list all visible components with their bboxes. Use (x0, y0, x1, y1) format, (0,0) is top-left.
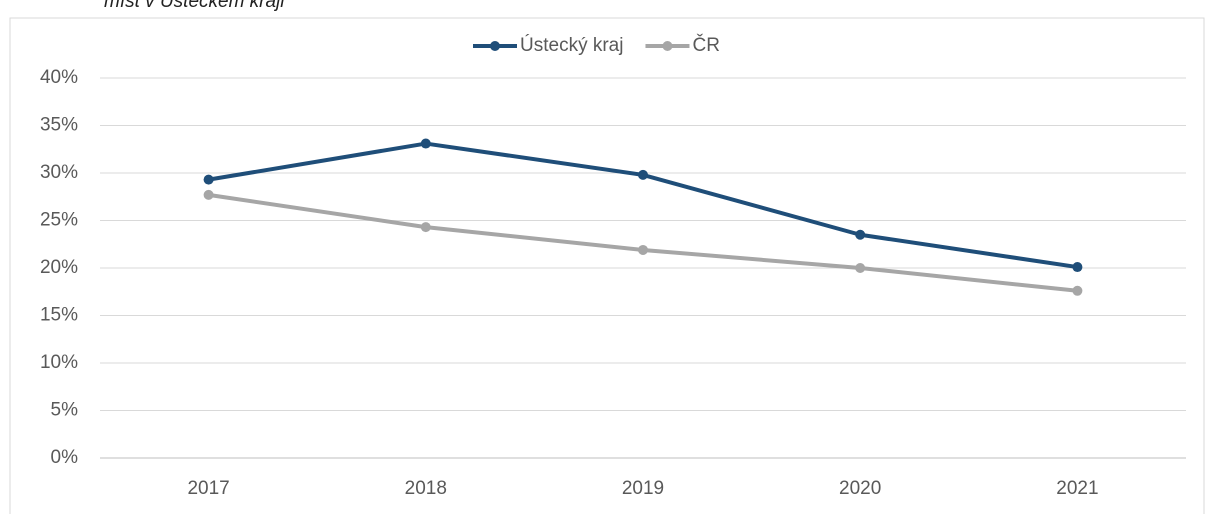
data-point (203, 174, 214, 185)
chart-title: míst v Ústeckém kraji (104, 0, 285, 12)
legend-label: ČR (692, 34, 719, 56)
data-point (420, 138, 431, 149)
x-tick-label: 2017 (187, 478, 229, 499)
legend-label: Ústecký kraj (520, 34, 623, 56)
data-point (638, 244, 648, 255)
data-point (203, 189, 214, 200)
x-tick-label: 2019 (622, 478, 664, 499)
y-tick-label: 0% (51, 447, 79, 468)
y-tick-label: 35% (40, 115, 78, 136)
data-point (855, 263, 866, 273)
x-tick-label: 2018 (405, 478, 447, 499)
data-point (855, 229, 866, 240)
x-tick-label: 2020 (839, 478, 881, 499)
y-tick-label: 30% (40, 162, 78, 183)
data-point (1072, 262, 1083, 273)
x-tick-label: 2021 (1056, 478, 1098, 499)
data-point (420, 222, 431, 233)
y-tick-label: 10% (40, 352, 78, 373)
data-point (638, 169, 648, 180)
legend-marker (662, 41, 673, 51)
y-tick-label: 20% (40, 257, 78, 278)
data-point (1072, 285, 1083, 296)
y-tick-label: 5% (51, 400, 79, 421)
y-tick-label: 40% (40, 67, 78, 88)
y-tick-label: 15% (40, 305, 78, 326)
legend-marker (490, 41, 500, 51)
y-tick-label: 25% (40, 210, 78, 231)
chart-border (9, 17, 1205, 519)
